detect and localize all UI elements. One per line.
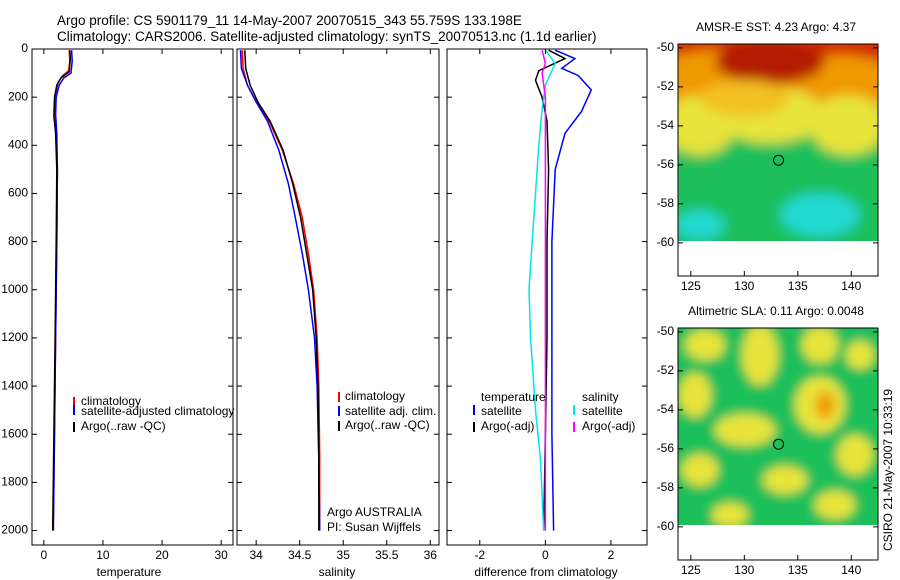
diff-legend-sal-satellite: satellite: [582, 404, 623, 418]
depth-tick-label-6: 1200: [1, 330, 28, 344]
x-tick-label-difference-2: 2: [608, 548, 615, 562]
map-x-tick-label-sla-map-2: 135: [788, 563, 808, 577]
sst-heatmap: [678, 44, 878, 241]
temp-legend-climatology: climatology: [81, 394, 141, 408]
depth-tick-label-10: 2000: [1, 523, 28, 537]
sla-map-frame: [677, 327, 879, 561]
temp-legend-argo: Argo(..raw -QC): [81, 419, 166, 433]
salinity-xlabel: salinity: [319, 565, 356, 579]
sla-map-title: Altimetric SLA: 0.11 Argo: 0.0048: [688, 304, 864, 318]
x-tick-label-salinity-1: 34.5: [288, 548, 312, 562]
sst-map-title: AMSR-E SST: 4.23 Argo: 4.37: [696, 20, 856, 34]
salinity-annotation-line-1: Argo AUSTRALIA: [327, 505, 422, 519]
sal-legend-satellite: satellite adj. clim.: [345, 404, 436, 418]
map-y-tick-label-sla-map-5: -60: [657, 519, 675, 533]
diff-legend-temp-satellite: satellite: [481, 404, 522, 418]
depth-tick-label-2: 400: [8, 137, 28, 151]
series-line-salinity-1: [239, 50, 321, 531]
salinity-panel: 34 34.5 35 35.5 36 salinity climatology sate…: [236, 48, 440, 579]
salinity-axes-frame: [236, 48, 440, 546]
temperature-axes-frame: [31, 48, 234, 546]
series-line-difference-2: [528, 49, 557, 531]
diff-legend-sal-argo: Argo(-adj): [582, 419, 635, 433]
diff-legend-temperature-title: temperature: [481, 390, 546, 404]
sal-legend-argo: Argo(..raw -QC): [345, 418, 430, 432]
series-line-difference-0: [551, 49, 593, 531]
temp-legend-satellite: satellite-adjusted climatology: [81, 404, 234, 418]
page-title: Argo profile: CS 5901179_11 14-May-2007 …: [0, 0, 640, 46]
series-line-difference-3: [541, 50, 547, 531]
series-line-salinity-2: [244, 50, 320, 531]
map-y-tick-label-sst-map-3: -56: [657, 157, 675, 171]
sla-map-white-area: [678, 525, 878, 560]
salinity-legend: climatology satellite adj. clim. Argo(..…: [338, 389, 436, 432]
x-tick-label-salinity-0: 34: [249, 548, 263, 562]
depth-tick-label-5: 1000: [1, 282, 28, 296]
title-line-1: Argo profile: CS 5901179_11 14-May-2007 …: [57, 13, 522, 28]
map-y-tick-label-sla-map-0: -50: [657, 324, 675, 338]
salinity-annotation-line-2: PI: Susan Wijffels: [327, 520, 421, 534]
side-label: CSIRO 21-May-2007 10:33:19: [881, 389, 895, 551]
map-y-tick-label-sst-map-1: -52: [657, 79, 675, 93]
x-tick-label-temperature-3: 30: [214, 548, 228, 562]
map-x-tick-label-sst-map-3: 140: [841, 279, 861, 293]
diff-legend-temp-argo: Argo(-adj): [481, 419, 534, 433]
map-y-tick-label-sst-map-2: -54: [657, 118, 675, 132]
temperature-panel: 0 10 20 30 0 200 400 600 800 1000 1200 1400 1600 1800…: [1, 41, 234, 579]
depth-tick-label-1: 200: [8, 89, 28, 103]
map-x-tick-label-sla-map-3: 140: [841, 563, 861, 577]
x-tick-label-salinity-2: 35: [337, 548, 351, 562]
depth-tick-label-8: 1600: [1, 426, 28, 440]
temperature-xlabel: temperature: [97, 565, 162, 579]
x-tick-label-temperature-1: 10: [96, 548, 110, 562]
difference-axes-frame: [446, 48, 648, 546]
sst-map-panel: AMSR-E SST: 4.23 Argo: 4.37 125 130 135 140…: [657, 20, 879, 293]
depth-tick-label-3: 600: [8, 186, 28, 200]
sla-map-panel: Altimetric SLA: 0.11 Argo: 0.0048: [657, 304, 879, 577]
depth-tick-label-4: 800: [8, 234, 28, 248]
series-line-temperature-2: [51, 50, 72, 531]
title-line-2: Climatology: CARS2006. Satellite-adjuste…: [57, 29, 597, 44]
sla-heatmap: [678, 328, 878, 525]
x-tick-label-salinity-4: 36: [424, 548, 438, 562]
x-tick-label-salinity-3: 35.5: [375, 548, 399, 562]
diff-legend-salinity-title: salinity: [582, 390, 619, 404]
map-x-tick-label-sla-map-0: 125: [681, 563, 701, 577]
difference-legend: temperature satellite Argo(-adj) salinit…: [473, 390, 635, 433]
map-y-tick-label-sst-map-0: -50: [657, 40, 675, 54]
series-line-difference-1: [534, 49, 567, 531]
map-x-tick-label-sla-map-1: 130: [734, 563, 754, 577]
depth-tick-label-0: 0: [21, 41, 28, 55]
sst-map-frame: [677, 43, 879, 277]
map-x-tick-label-sst-map-0: 125: [681, 279, 701, 293]
map-x-tick-label-sst-map-2: 135: [788, 279, 808, 293]
map-y-tick-label-sla-map-4: -58: [657, 480, 675, 494]
x-tick-label-difference-1: 0: [542, 548, 549, 562]
map-y-tick-label-sla-map-3: -56: [657, 441, 675, 455]
map-y-tick-label-sst-map-5: -60: [657, 235, 675, 249]
x-tick-label-temperature-2: 20: [155, 548, 169, 562]
map-x-tick-label-sst-map-1: 130: [734, 279, 754, 293]
sst-map-white-area: [678, 241, 878, 276]
map-y-tick-label-sla-map-1: -52: [657, 363, 675, 377]
difference-xlabel: difference from climatology: [474, 565, 617, 579]
sal-legend-climatology: climatology: [345, 389, 405, 403]
depth-tick-label-7: 1400: [1, 378, 28, 392]
map-y-tick-label-sst-map-4: -58: [657, 196, 675, 210]
x-tick-label-temperature-0: 0: [40, 548, 47, 562]
x-tick-label-difference-0: -2: [474, 548, 485, 562]
depth-tick-label-9: 1800: [1, 475, 28, 489]
map-y-tick-label-sla-map-2: -54: [657, 402, 675, 416]
temperature-legend: climatology satellite-adjusted climatolo…: [73, 394, 234, 433]
sst-argo-marker: [773, 154, 785, 166]
difference-panel: -2 0 2 difference from climatology tempera…: [446, 48, 648, 579]
sla-argo-marker: [773, 438, 785, 450]
